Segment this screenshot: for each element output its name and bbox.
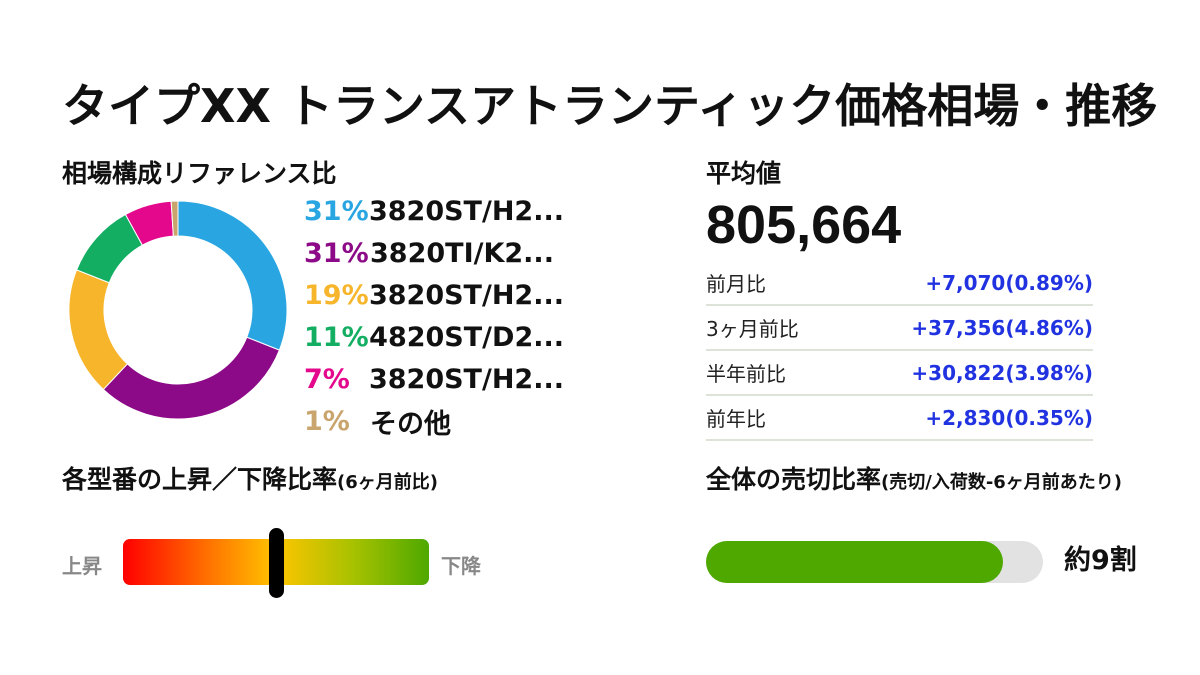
sellout-heading-note: (売切/入荷数-6ヶ月前あたり) [881, 472, 1123, 493]
legend-item: 31% 3820TI/K2... [304, 232, 564, 274]
donut-slice [69, 269, 129, 391]
legend-label: 4820ST/D2... [369, 321, 564, 353]
updown-marker [269, 528, 284, 598]
legend-percent: 31% [304, 195, 369, 227]
comparison-label: 前月比 [706, 272, 766, 296]
legend-label: 3820ST/H2... [368, 195, 564, 227]
updown-heading-note: (6ヶ月前比) [337, 472, 438, 493]
composition-legend: 31% 3820ST/H2... 31% 3820TI/K2... 19% 38… [304, 190, 564, 442]
sellout-ratio-label: 約9割 [1064, 545, 1137, 576]
legend-label: 3820ST/H2... [368, 363, 564, 395]
comparison-table: 前月比 +7,070(0.89%) 3ヶ月前比 +37,356(4.86%) 半… [706, 261, 1093, 441]
sellout-heading-main: 全体の売切比率 [706, 465, 882, 494]
comparison-row: 3ヶ月前比 +37,356(4.86%) [706, 306, 1093, 351]
legend-label: 3820TI/K2... [370, 237, 554, 269]
comparison-value: +37,356(4.86%) [911, 315, 1093, 340]
fall-label: 下降 [441, 554, 481, 578]
donut-slice [102, 336, 280, 419]
composition-donut-chart [69, 201, 287, 419]
legend-percent: 19% [304, 279, 369, 311]
updown-heading-main: 各型番の上昇／下降比率 [62, 465, 338, 494]
legend-item: 19% 3820ST/H2... [304, 274, 564, 316]
composition-heading: 相場構成リファレンス比 [62, 159, 337, 188]
comparison-label: 前年比 [706, 407, 766, 431]
comparison-row: 前年比 +2,830(0.35%) [706, 396, 1093, 441]
legend-percent: 7% [304, 363, 350, 395]
updown-heading: 各型番の上昇／下降比率(6ヶ月前比) [62, 464, 438, 499]
donut-slice [177, 201, 287, 351]
legend-item: 11% 4820ST/D2... [304, 316, 564, 358]
legend-label: その他 [370, 408, 451, 440]
rise-label: 上昇 [62, 554, 102, 578]
legend-percent: 1% [304, 405, 350, 437]
comparison-label: 半年前比 [706, 362, 786, 386]
legend-item: 1% その他 [304, 400, 564, 442]
donut-slice [170, 201, 179, 237]
comparison-value: +30,822(3.98%) [911, 360, 1093, 385]
legend-item: 31% 3820ST/H2... [304, 190, 564, 232]
legend-percent: 11% [304, 321, 369, 353]
comparison-value: +7,070(0.89%) [925, 270, 1093, 295]
page-title: タイプXX トランスアトランティック価格相場・推移 [62, 79, 1158, 133]
comparison-label: 3ヶ月前比 [706, 317, 799, 341]
comparison-row: 半年前比 +30,822(3.98%) [706, 351, 1093, 396]
average-value: 805,664 [706, 195, 902, 255]
sellout-progress-track [706, 541, 1043, 583]
comparison-row: 前月比 +7,070(0.89%) [706, 261, 1093, 306]
legend-percent: 31% [304, 237, 369, 269]
sellout-heading: 全体の売切比率(売切/入荷数-6ヶ月前あたり) [706, 464, 1122, 499]
comparison-value: +2,830(0.35%) [925, 405, 1093, 430]
sellout-progress-fill [706, 541, 1003, 583]
legend-label: 3820ST/H2... [368, 279, 564, 311]
average-heading: 平均値 [706, 159, 782, 188]
legend-item: 7% 3820ST/H2... [304, 358, 564, 400]
